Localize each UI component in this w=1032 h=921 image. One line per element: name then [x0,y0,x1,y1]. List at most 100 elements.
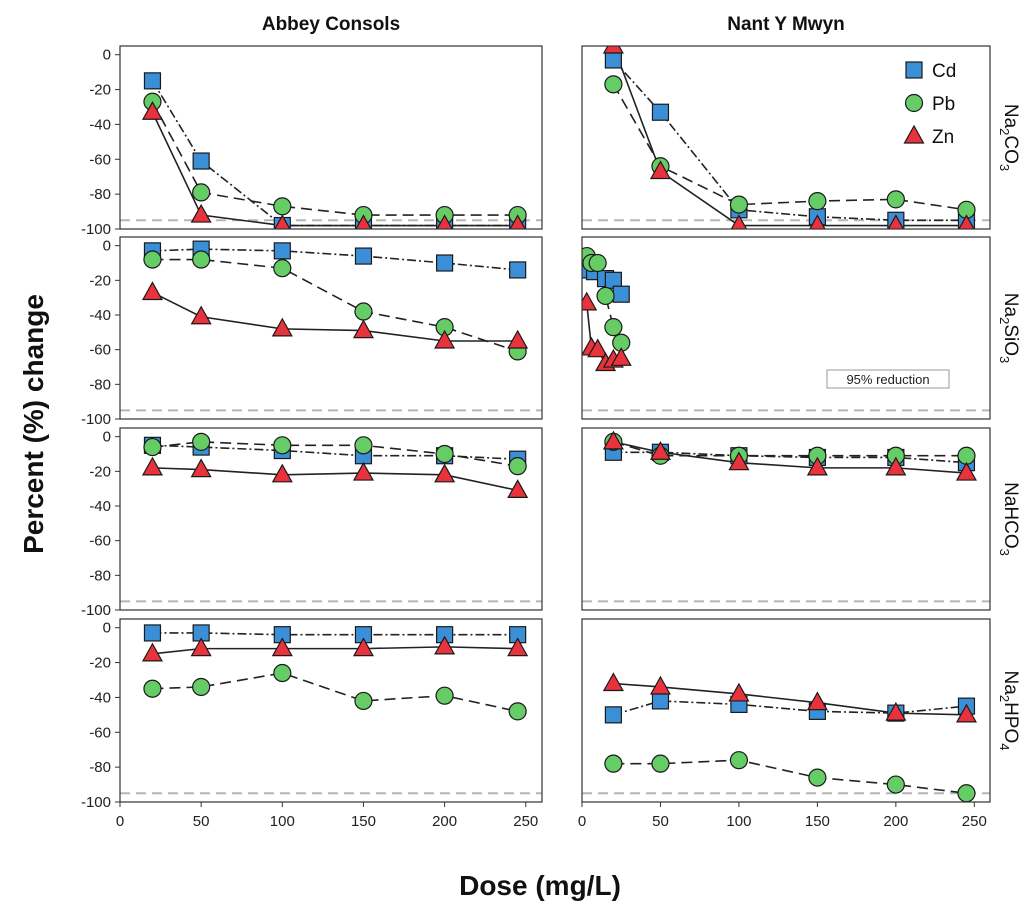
y-tick-label: -20 [89,463,111,480]
point-cd [143,72,162,90]
point-zn [141,642,163,662]
legend-label-zn: Zn [932,127,954,148]
point-zn [728,682,750,702]
panel-frame [119,236,543,420]
point-zn [955,703,977,723]
point-pb [957,446,976,465]
x-axis-title: Dose (mg/L) [459,870,621,901]
point-zn [806,691,828,711]
point-pb [354,436,373,455]
panel-abbey-consols-na2co3: 0 -20 -40 -60 -80 -100 [81,45,543,238]
point-cd [436,254,454,272]
point-zn [141,100,163,120]
plot-area-abbey-consols-nahco3 [141,432,529,498]
point-pb [192,677,211,697]
row-label-na2co3: Na2CO3 [997,104,1021,171]
point-zn [602,430,624,450]
panel-abbey-consols-na2hpo4: 0 -20 -40 -60 -80 -100 0 50 100 150 200 250 [81,618,543,830]
x-tick-label: 100 [270,813,295,830]
point-zn [352,637,374,657]
column-title-abbey-consols: Abbey Consols [262,14,400,35]
point-pb [651,754,670,773]
panel-abbey-consols-nahco3: 0 -20 -40 -60 -80 -100 [81,427,543,619]
point-zn [649,675,671,695]
point-pb [604,754,623,773]
y-tick-label: -60 [89,151,111,168]
plot-area-abbey-consols-na2hpo4 [141,624,529,721]
point-zn [649,160,671,180]
point-zn [271,463,293,483]
y-tick-label: -20 [89,82,111,99]
panel-nant-y-mwyn-na2sio3: 95% reduction [581,236,991,420]
point-cd [273,242,291,260]
series-line-pb [152,258,518,353]
point-pb [808,192,827,211]
point-zn [885,701,907,721]
legend: Cd Pb Zn [903,61,956,148]
point-pb [508,457,527,476]
point-zn [355,214,372,229]
panel-frame [119,45,543,230]
plot-area-abbey-consols-na2co3 [141,72,527,229]
point-pb [886,190,905,209]
point-pb [273,259,292,278]
plot-area-nant-y-mwyn-na2sio3 [582,246,632,372]
x-tick-label: 150 [351,813,376,830]
point-zn [887,214,905,229]
x-tick-label: 50 [652,813,669,830]
x-tick-label: 200 [432,813,457,830]
point-cd [192,152,210,170]
point-zn [190,637,212,657]
point-zn [728,451,750,471]
panel-nant-y-mwyn-na2hpo4: 0 50 100 150 200 250 [578,618,991,830]
point-pb [604,75,623,94]
row-label-nahco3: NaHCO3 [997,482,1021,556]
point-zn [271,317,293,337]
series-line-zn [151,111,518,227]
point-zn [610,347,632,366]
panel-frame [581,45,991,230]
point-pb [192,432,211,451]
point-pb [604,318,623,337]
y-tick-label: 0 [103,429,111,446]
point-zn [509,214,526,229]
x-tick-label: 50 [193,813,210,830]
point-pb [273,197,292,216]
y-tick-label: -40 [89,498,111,515]
plot-area-abbey-consols-na2sio3 [141,240,529,361]
series-line-zn [613,682,967,716]
y-axis-title: Percent (%) change [18,294,49,554]
legend-marker-pb [904,93,924,113]
point-zn [730,214,748,229]
x-tick-label: 200 [883,813,908,830]
series-line-pb [151,101,518,216]
panel-frame [581,427,991,611]
point-zn [958,214,975,229]
y-tick-label: -80 [89,567,111,584]
panel-abbey-consols-na2sio3: 0 -20 -40 -60 -80 -100 [81,236,543,428]
point-pb [354,302,373,321]
panel-nant-y-mwyn-na2co3: Cd Pb Zn [581,45,991,230]
point-zn [434,463,456,483]
point-zn [587,338,609,358]
point-zn [649,441,671,460]
point-pb [729,751,749,770]
column-title-nant-y-mwyn: Nant Y Mwyn [727,14,845,35]
y-tick-label: -20 [89,655,111,672]
point-zn [507,479,529,498]
point-zn [274,214,291,229]
point-zn [434,329,456,349]
y-tick-label: -40 [89,116,111,133]
point-zn [190,203,212,223]
point-zn [885,456,907,476]
point-pb [143,679,162,698]
point-cd [612,285,630,303]
x-tick-label: 250 [962,813,987,830]
series-line-zn [152,467,518,492]
plot-area-nant-y-mwyn-na2hpo4 [602,672,977,802]
point-zn [955,461,977,481]
y-tick-label: -100 [81,411,111,428]
point-zn [352,319,374,339]
